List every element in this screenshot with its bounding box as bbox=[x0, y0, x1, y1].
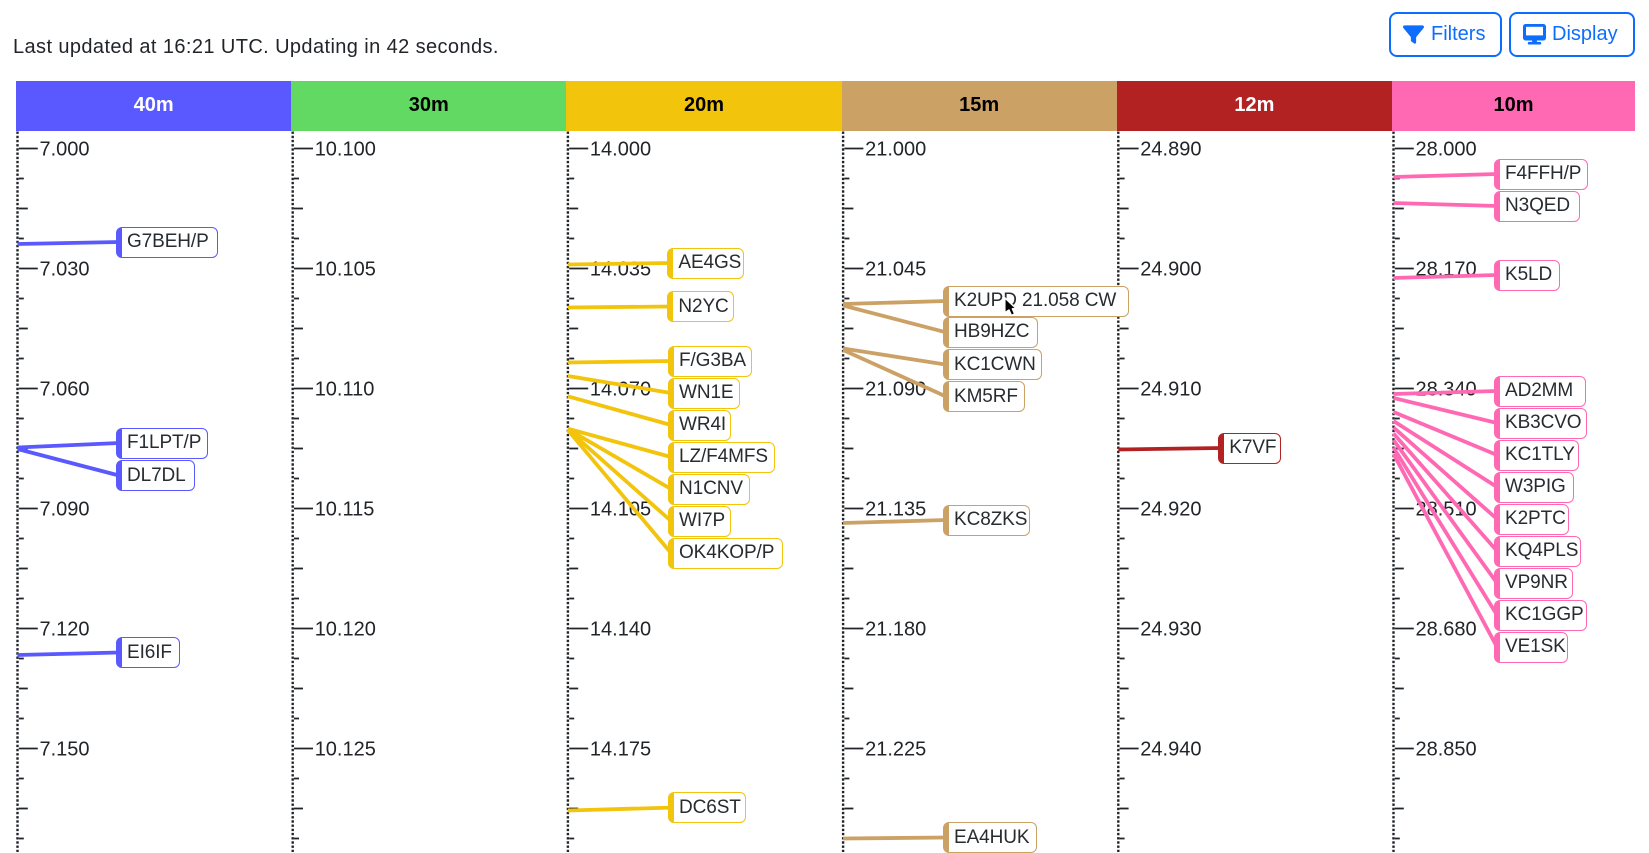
svg-text:21.225: 21.225 bbox=[865, 739, 926, 761]
svg-text:24.910: 24.910 bbox=[1140, 379, 1201, 401]
svg-text:21.000: 21.000 bbox=[865, 139, 926, 161]
svg-text:10.105: 10.105 bbox=[315, 259, 376, 281]
svg-text:24.920: 24.920 bbox=[1140, 499, 1201, 521]
svg-text:10.120: 10.120 bbox=[315, 619, 376, 641]
svg-text:14.105: 14.105 bbox=[590, 499, 651, 521]
svg-text:7.120: 7.120 bbox=[40, 619, 90, 641]
svg-text:28.680: 28.680 bbox=[1416, 619, 1477, 641]
svg-text:10.125: 10.125 bbox=[315, 739, 376, 761]
svg-text:24.890: 24.890 bbox=[1140, 139, 1201, 161]
svg-text:7.060: 7.060 bbox=[40, 379, 90, 401]
svg-text:10.100: 10.100 bbox=[315, 139, 376, 161]
svg-text:21.180: 21.180 bbox=[865, 619, 926, 641]
svg-text:7.150: 7.150 bbox=[40, 739, 90, 761]
svg-text:14.000: 14.000 bbox=[590, 139, 651, 161]
svg-text:24.930: 24.930 bbox=[1140, 619, 1201, 641]
svg-text:7.090: 7.090 bbox=[40, 499, 90, 521]
svg-text:10.115: 10.115 bbox=[315, 499, 375, 521]
svg-text:28.340: 28.340 bbox=[1416, 379, 1477, 401]
svg-text:28.850: 28.850 bbox=[1416, 739, 1477, 761]
svg-text:21.045: 21.045 bbox=[865, 259, 926, 281]
svg-text:21.090: 21.090 bbox=[865, 379, 926, 401]
svg-text:21.135: 21.135 bbox=[865, 499, 926, 521]
svg-text:7.030: 7.030 bbox=[40, 259, 90, 281]
svg-text:14.175: 14.175 bbox=[590, 739, 651, 761]
svg-text:14.140: 14.140 bbox=[590, 619, 651, 641]
svg-text:10.110: 10.110 bbox=[315, 379, 375, 401]
svg-text:24.940: 24.940 bbox=[1140, 739, 1201, 761]
svg-text:7.000: 7.000 bbox=[40, 139, 90, 161]
svg-text:24.900: 24.900 bbox=[1140, 259, 1201, 281]
svg-text:28.000: 28.000 bbox=[1416, 139, 1477, 161]
